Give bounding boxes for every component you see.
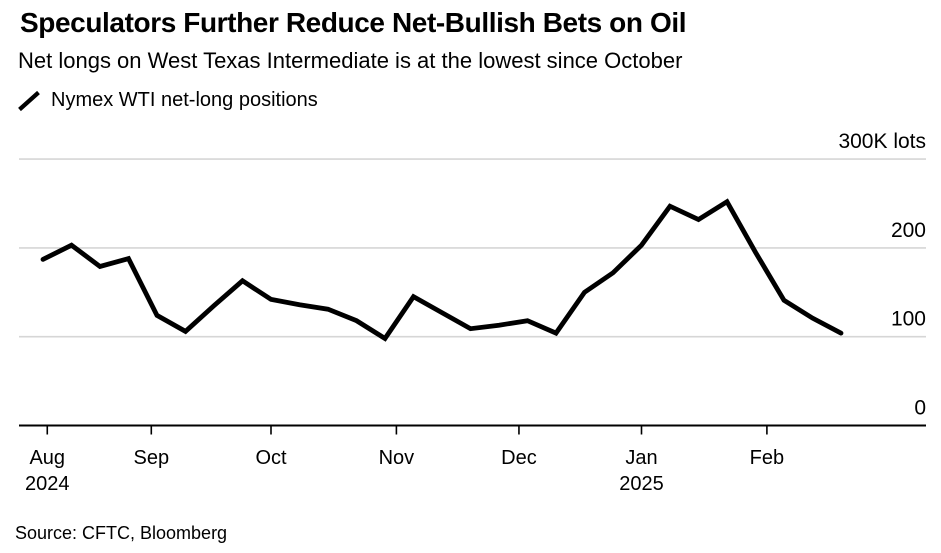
y-axis-label: 100 [891, 308, 926, 331]
legend: Nymex WTI net-long positions [16, 89, 318, 112]
x-axis-year-label: 2025 [619, 473, 664, 495]
line-slash-icon [18, 90, 40, 111]
chart-subtitle: Net longs on West Texas Intermediate is … [18, 48, 683, 73]
x-axis-tick-label: Jan [625, 447, 657, 469]
x-axis-tick-label: Nov [379, 447, 415, 469]
y-axis-label: 300K lots [838, 130, 926, 153]
x-axis-tick-label: Oct [255, 447, 287, 469]
x-axis-tick-label: Dec [501, 447, 537, 469]
x-axis-year-label: 2024 [25, 473, 70, 495]
series-line-nymex-wti-net-longs [40, 198, 844, 342]
legend-label: Nymex WTI net-long positions [51, 89, 318, 111]
y-axis-label: 0 [914, 397, 926, 420]
x-axis-tick-label: Feb [750, 447, 784, 469]
chart-title: Speculators Further Reduce Net-Bullish B… [20, 7, 687, 38]
x-axis-tick-label: Sep [134, 447, 170, 469]
y-axis-label: 200 [891, 219, 926, 242]
source-note: Source: CFTC, Bloomberg [15, 523, 228, 543]
x-axis-tick-label: Aug [29, 447, 65, 469]
